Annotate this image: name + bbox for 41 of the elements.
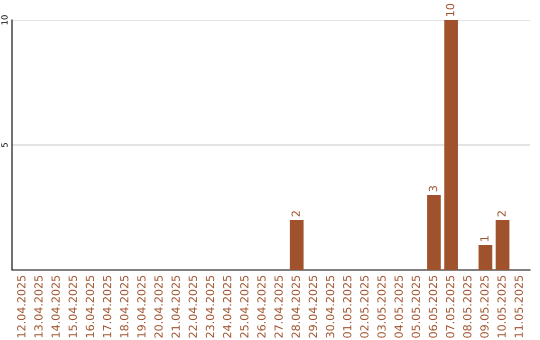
x-tick-label: 14.04.2025 [51, 276, 60, 338]
x-tick-label: 13.04.2025 [34, 276, 43, 338]
y-tick-label: 5 [1, 143, 8, 148]
data-label: 3 [428, 186, 438, 192]
x-tick-label: 17.04.2025 [102, 276, 112, 338]
x-tick-label: 11.05.2025 [514, 276, 523, 338]
x-tick-label: 07.05.2025 [446, 276, 454, 338]
bar [290, 220, 304, 270]
bar [496, 220, 510, 270]
x-tick-label: 24.04.2025 [222, 276, 232, 338]
x-tick-label: 21.04.2025 [171, 276, 180, 338]
x-tick-label: 19.04.2025 [137, 276, 146, 338]
x-tick-label: 05.05.2025 [412, 276, 420, 338]
bar [444, 20, 458, 270]
x-tick-label: 10.05.2025 [497, 276, 506, 338]
x-tick-label: 15.04.2025 [68, 276, 77, 338]
x-tick-label: 25.04.2025 [240, 276, 248, 338]
x-tick-label: 02.05.2025 [360, 276, 369, 338]
x-tick-label: 26.04.2025 [257, 276, 266, 338]
data-label: 2 [497, 211, 506, 216]
x-tick-label: 06.05.2025 [428, 276, 438, 338]
x-tick-label: 03.05.2025 [377, 276, 386, 338]
x-tick-label: 04.05.2025 [394, 276, 403, 338]
data-label: 1 [480, 236, 488, 241]
bar [427, 195, 441, 270]
data-label: 10 [446, 4, 454, 16]
x-tick-label: 18.04.2025 [120, 276, 128, 338]
x-tick-label: 23.04.2025 [206, 276, 214, 338]
x-tick-label: 12.04.2025 [17, 276, 26, 338]
x-tick-label: 01.05.2025 [343, 276, 352, 338]
x-tick-label: 16.04.2025 [86, 276, 94, 338]
x-tick-label: 08.05.2025 [463, 276, 472, 338]
x-tick-label: 22.04.2025 [188, 276, 198, 338]
x-tick-label: 27.04.2025 [274, 276, 283, 338]
x-tick-label: 09.05.2025 [480, 276, 489, 338]
data-label: 2 [292, 211, 300, 216]
x-tick-label: 29.04.2025 [308, 276, 318, 338]
x-tick-label: 20.04.2025 [154, 276, 163, 338]
x-tick-label: 30.04.2025 [326, 276, 334, 338]
bar [478, 245, 492, 270]
x-tick-label: 28.04.2025 [292, 276, 300, 338]
